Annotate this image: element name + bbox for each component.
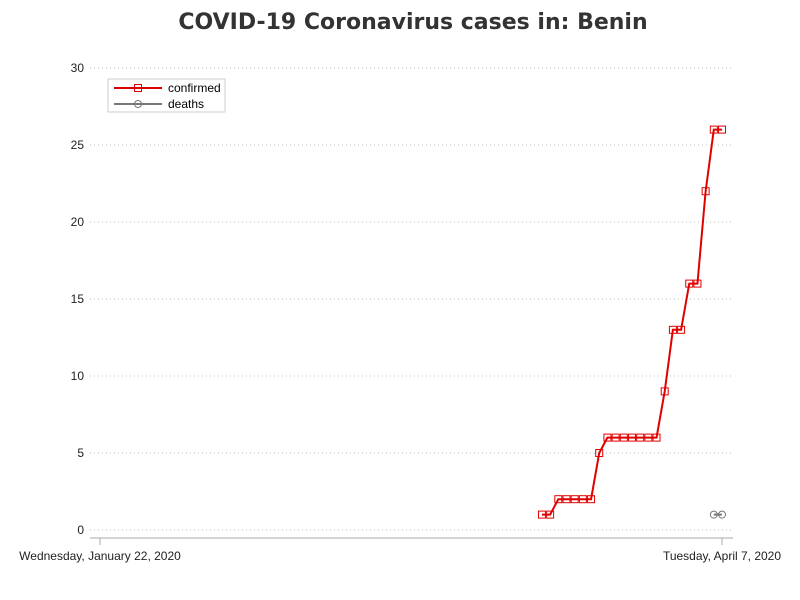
y-tick-label: 30 (71, 61, 85, 75)
data-point (709, 510, 718, 519)
legend-box (107, 78, 226, 113)
data-point (627, 433, 636, 442)
series-group (537, 125, 726, 519)
data-point (636, 433, 645, 442)
data-point (570, 495, 579, 504)
data-point (595, 449, 604, 457)
series-deaths (709, 510, 726, 519)
data-point (619, 433, 628, 442)
data-point (537, 510, 546, 519)
legend: confirmed deaths (107, 78, 226, 113)
data-point (693, 279, 702, 288)
series-line (541, 128, 722, 516)
y-axis: 0 5 10 15 20 25 30 (71, 61, 85, 537)
x-tick-label: Wednesday, January 22, 2020 (19, 549, 181, 563)
data-point (718, 510, 726, 519)
data-point (562, 495, 571, 504)
chart-title: COVID-19 Coronavirus cases in: Benin (178, 10, 648, 35)
data-point (587, 495, 596, 504)
data-point (134, 100, 142, 108)
data-point (709, 125, 718, 134)
gridlines (90, 67, 733, 531)
data-point (611, 433, 620, 442)
data-point (546, 510, 555, 519)
y-tick-label: 5 (77, 446, 84, 460)
legend-label: deaths (168, 97, 204, 111)
series-confirmed (537, 125, 726, 519)
legend-item: deaths (114, 97, 204, 111)
data-point (652, 433, 661, 442)
y-tick-label: 0 (77, 523, 84, 537)
data-point (677, 325, 686, 334)
data-point (660, 387, 669, 396)
legend-label: confirmed (168, 81, 221, 95)
data-point (134, 84, 142, 92)
y-tick-label: 10 (71, 369, 85, 383)
data-point (644, 433, 653, 442)
x-axis: Wednesday, January 22, 2020 Tuesday, Apri… (19, 538, 781, 563)
legend-item: confirmed (114, 81, 221, 95)
data-point (554, 495, 563, 504)
data-point (603, 433, 612, 442)
data-point (668, 325, 677, 334)
data-point (718, 125, 726, 134)
y-tick-label: 25 (71, 138, 85, 152)
data-point (685, 279, 694, 288)
data-point (578, 495, 587, 504)
x-tick-label: Tuesday, April 7, 2020 (663, 549, 781, 563)
data-point (701, 187, 710, 196)
y-tick-label: 20 (71, 215, 85, 229)
y-tick-label: 15 (71, 292, 85, 306)
